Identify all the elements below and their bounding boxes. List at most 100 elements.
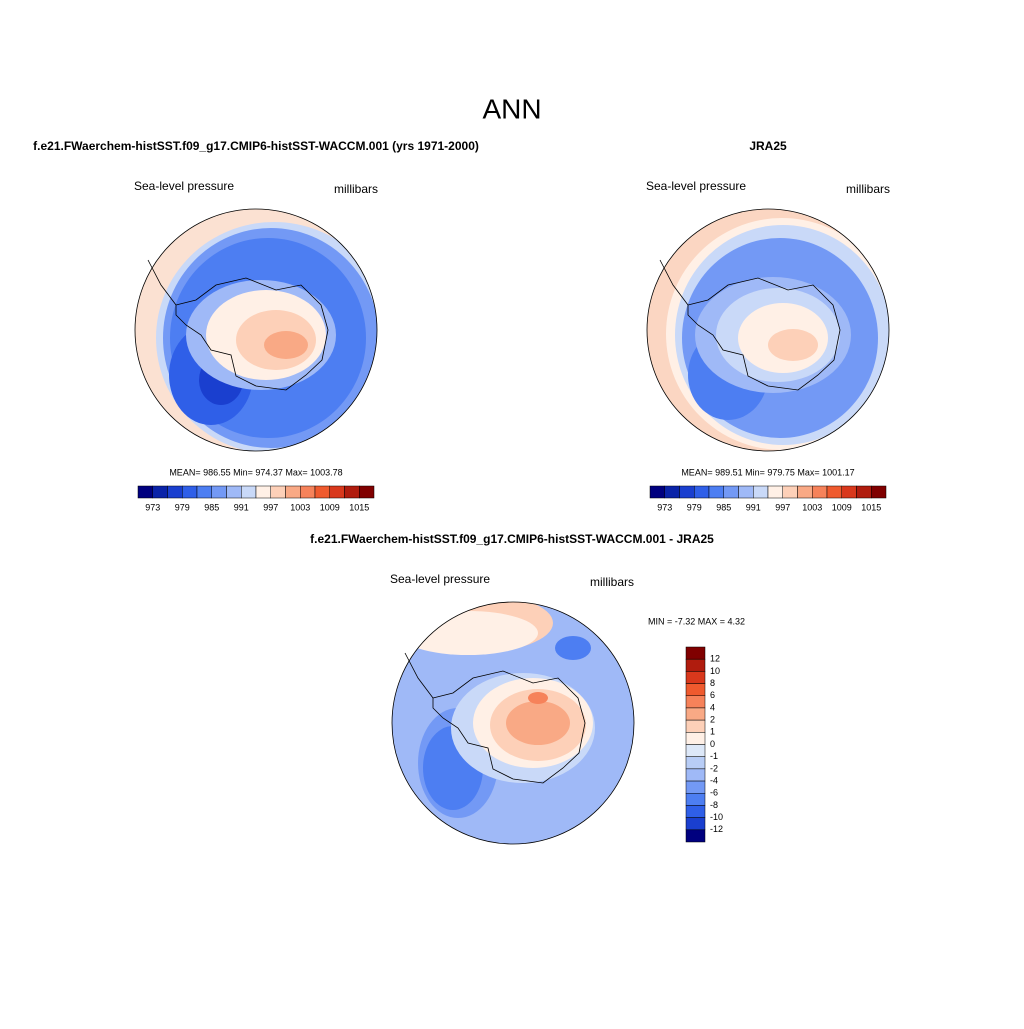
map-fill: [647, 209, 889, 451]
colorbar-box: [797, 485, 813, 499]
colorbar-label: 985: [204, 502, 219, 512]
colorbar-box: [841, 485, 857, 499]
colorbar-box: [679, 485, 695, 499]
colorbar-box: [314, 485, 330, 499]
colorbar-label: -12: [710, 824, 723, 834]
map-border: [134, 208, 378, 452]
stats: MEAN= 986.55 Min= 974.37 Max= 1003.78: [169, 467, 342, 477]
colorbar-box: [685, 805, 706, 818]
colorbar-box: [359, 485, 375, 499]
colorbar-label: 991: [746, 502, 761, 512]
stats: MEAN= 989.51 Min= 979.75 Max= 1001.17: [681, 467, 854, 477]
colorbar-label: 12: [710, 654, 720, 664]
colorbar-label: 973: [657, 502, 672, 512]
colorbar-box: [685, 780, 706, 794]
colorbar-label: 979: [687, 502, 702, 512]
colorbar-box: [196, 485, 212, 499]
colorbar-box: [152, 485, 168, 499]
colorbar-label: 979: [175, 502, 190, 512]
colorbar-box: [826, 485, 842, 499]
contour: [768, 329, 818, 361]
colorbar-box: [685, 658, 706, 672]
panel-title: f.e21.FWaerchem-histSST.f09_g17.CMIP6-hi…: [33, 139, 479, 153]
colorbar-box: [270, 485, 286, 499]
map-border: [646, 208, 890, 452]
colorbar-box: [685, 756, 706, 770]
colorbar-box: [685, 719, 706, 733]
colorbar-box: [723, 485, 739, 499]
left-label: Sea-level pressure: [134, 179, 234, 193]
contour: [398, 611, 538, 655]
stats: MIN = -7.32 MAX = 4.32: [648, 616, 745, 626]
colorbar-label: -4: [710, 775, 718, 785]
colorbar-box: [685, 671, 706, 684]
colorbar-box: [753, 485, 769, 499]
colorbar-box: [856, 485, 872, 499]
colorbar-box: [285, 485, 301, 499]
polar-map: [646, 208, 890, 452]
right-label: millibars: [590, 575, 634, 589]
contour: [506, 701, 570, 745]
colorbar-box: [255, 485, 271, 499]
colorbar-label: 6: [710, 690, 715, 700]
colorbar-box: [685, 646, 706, 660]
colorbar-label: 4: [710, 702, 715, 712]
colorbar-box: [871, 485, 887, 499]
colorbar-box: [767, 485, 783, 499]
coastline: [404, 652, 586, 784]
polar-map: [134, 208, 378, 452]
colorbar-box: [685, 744, 706, 757]
colorbar-box: [344, 485, 360, 499]
colorbar-label: 991: [234, 502, 249, 512]
colorbar-label: -10: [710, 812, 723, 822]
colorbar-box: [241, 485, 257, 499]
panel-title: JRA25: [749, 139, 787, 153]
colorbar-label: 985: [716, 502, 731, 512]
colorbar-box: [782, 485, 798, 499]
colorbar-label: -6: [710, 788, 718, 798]
map-layers: [392, 602, 634, 844]
colorbar-box: [211, 485, 227, 499]
maps: [134, 208, 890, 845]
coastline: [659, 259, 841, 391]
colorbar-label: 997: [263, 502, 278, 512]
colorbar-label: -1: [710, 751, 718, 761]
colorbar-label: 2: [710, 715, 715, 725]
map-border: [391, 601, 635, 845]
map-layers: [647, 209, 889, 451]
colorbar-label: 997: [775, 502, 790, 512]
colorbar-label: 1009: [832, 502, 852, 512]
colorbar-box: [685, 695, 706, 709]
left-label: Sea-level pressure: [390, 572, 490, 586]
colorbar-box: [685, 768, 706, 782]
colorbar-label: 10: [710, 666, 720, 676]
colorbar-box: [329, 485, 345, 499]
colorbar-box: [708, 485, 724, 499]
colorbar-box: [685, 817, 706, 831]
colorbar-box: [812, 485, 828, 499]
colorbar-box: [664, 485, 680, 499]
colorbar-label: -8: [710, 800, 718, 810]
colorbar-label: 8: [710, 678, 715, 688]
panel-title: f.e21.FWaerchem-histSST.f09_g17.CMIP6-hi…: [310, 532, 714, 546]
colorbar-label: 0: [710, 739, 715, 749]
colorbar-label: 1: [710, 727, 715, 737]
polar-map: [391, 601, 635, 845]
colorbar-box: [137, 485, 153, 499]
map-fill: [392, 602, 634, 844]
colorbar-box: [649, 485, 665, 499]
colorbar-box: [685, 829, 706, 843]
colorbar-box: [694, 485, 710, 499]
map-fill: [135, 209, 377, 451]
colorbar-label: 1003: [290, 502, 310, 512]
right-label: millibars: [334, 182, 378, 196]
colorbars: 973 979 985 991 997 1003 1009 1015 973 979 985 991 9…: [137, 485, 887, 843]
colorbar-box: [685, 732, 706, 745]
contour: [555, 636, 591, 660]
colorbar-box: [738, 485, 754, 499]
colorbar-label: -2: [710, 763, 718, 773]
left-label: Sea-level pressure: [646, 179, 746, 193]
colorbar-box: [167, 485, 183, 499]
